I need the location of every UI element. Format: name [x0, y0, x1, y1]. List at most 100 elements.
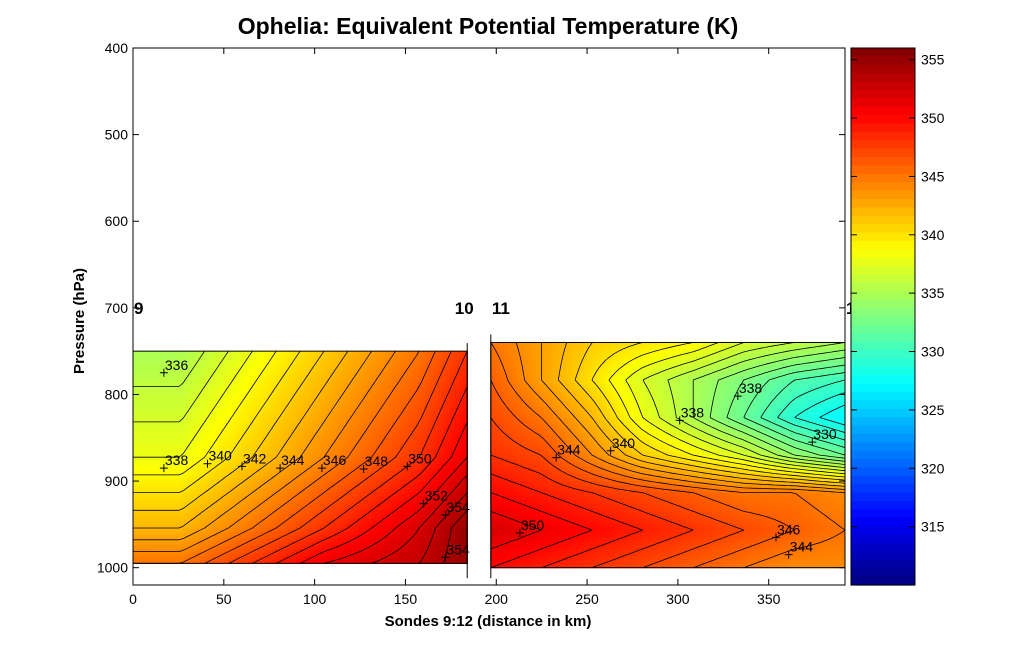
heat-cell	[375, 474, 381, 480]
heat-cell	[320, 436, 326, 441]
heat-cell	[387, 489, 393, 494]
heat-cell	[178, 393, 184, 398]
heat-cell	[437, 351, 443, 356]
heat-cell	[354, 418, 360, 423]
heat-cell	[220, 368, 226, 373]
heat-cell	[254, 428, 259, 434]
heat-cell	[170, 368, 176, 373]
heat-cell	[241, 485, 247, 490]
heat-cell	[366, 464, 372, 469]
heat-cell	[375, 552, 381, 557]
heat-cell	[233, 382, 239, 388]
heat-cell	[404, 489, 410, 494]
heat-cell	[262, 439, 268, 444]
heat-cell	[433, 375, 439, 381]
heat-cell	[383, 382, 389, 388]
heat-cell	[204, 542, 209, 547]
heat-cell	[229, 531, 234, 536]
heat-cell	[237, 382, 243, 388]
heat-cell	[170, 379, 176, 384]
heat-cell	[337, 446, 343, 451]
heat-cell	[187, 478, 193, 483]
heat-cell	[437, 400, 443, 405]
heat-cell	[258, 404, 264, 409]
heat-cell	[295, 411, 301, 416]
heat-cell	[316, 390, 322, 395]
heat-cell	[442, 460, 447, 465]
heat-cell	[266, 382, 272, 388]
heat-cell	[204, 559, 209, 564]
heat-cell	[270, 482, 276, 487]
heat-cell	[170, 499, 176, 504]
heat-cell	[187, 414, 193, 419]
heat-cell	[291, 496, 297, 501]
heat-cell	[350, 368, 356, 373]
heat-cell	[174, 432, 180, 437]
heat-cell	[191, 407, 197, 412]
heat-cell	[316, 397, 322, 402]
heat-cell	[703, 342, 709, 347]
heat-cell	[145, 489, 151, 494]
heat-cell	[316, 418, 322, 423]
heat-cell	[442, 478, 447, 483]
heat-cell	[133, 510, 138, 515]
heat-cell	[421, 379, 427, 384]
heat-cell	[291, 446, 297, 451]
heat-cell	[149, 372, 155, 377]
heat-cell	[337, 552, 343, 557]
heat-cell	[275, 471, 280, 476]
heat-cell	[421, 368, 427, 373]
heat-cell	[421, 531, 427, 536]
heat-cell	[333, 460, 339, 465]
heat-cell	[291, 453, 297, 458]
heat-cell	[350, 506, 356, 511]
heat-cell	[396, 474, 401, 480]
heat-cell	[396, 453, 401, 458]
heat-cell	[183, 375, 188, 381]
heat-cell	[379, 464, 385, 469]
heat-cell	[149, 485, 155, 490]
heat-cell	[300, 527, 305, 533]
heat-cell	[199, 414, 205, 419]
heat-cell	[216, 478, 222, 483]
heat-cell	[241, 524, 247, 529]
heat-cell	[204, 531, 209, 536]
heat-cell	[249, 450, 255, 455]
heat-cell	[208, 496, 213, 501]
heat-cell	[262, 404, 268, 409]
heat-cell	[316, 428, 322, 434]
heat-cell	[174, 453, 180, 458]
heat-cell	[258, 450, 264, 455]
heat-cell	[224, 411, 230, 416]
heat-cell	[446, 478, 452, 483]
heat-cell	[354, 411, 360, 416]
heat-cell	[458, 368, 464, 373]
heat-cell	[437, 354, 443, 359]
heat-cell	[287, 506, 293, 511]
heat-cell	[421, 464, 427, 469]
heat-cell	[312, 414, 318, 419]
heat-cell	[149, 496, 155, 501]
heat-cell	[437, 496, 443, 501]
heat-cell	[308, 386, 314, 391]
heat-cell	[275, 457, 280, 462]
heat-cell	[433, 485, 439, 490]
heat-cell	[162, 379, 168, 384]
heat-cell	[375, 559, 381, 564]
heat-cell	[133, 535, 138, 540]
heat-cell	[270, 351, 276, 356]
heat-cell	[178, 556, 184, 561]
heat-cell	[396, 520, 401, 526]
heat-cell	[337, 368, 343, 373]
heat-cell	[233, 404, 239, 409]
heat-cell	[133, 474, 138, 480]
heat-cell	[158, 372, 163, 377]
heat-cell	[279, 390, 284, 395]
heat-cell	[195, 400, 201, 405]
heat-cell	[224, 552, 230, 557]
heat-cell	[442, 446, 447, 451]
heat-cell	[208, 531, 213, 536]
heat-cell	[270, 425, 276, 430]
heat-cell	[249, 404, 255, 409]
heat-cell	[204, 450, 209, 455]
